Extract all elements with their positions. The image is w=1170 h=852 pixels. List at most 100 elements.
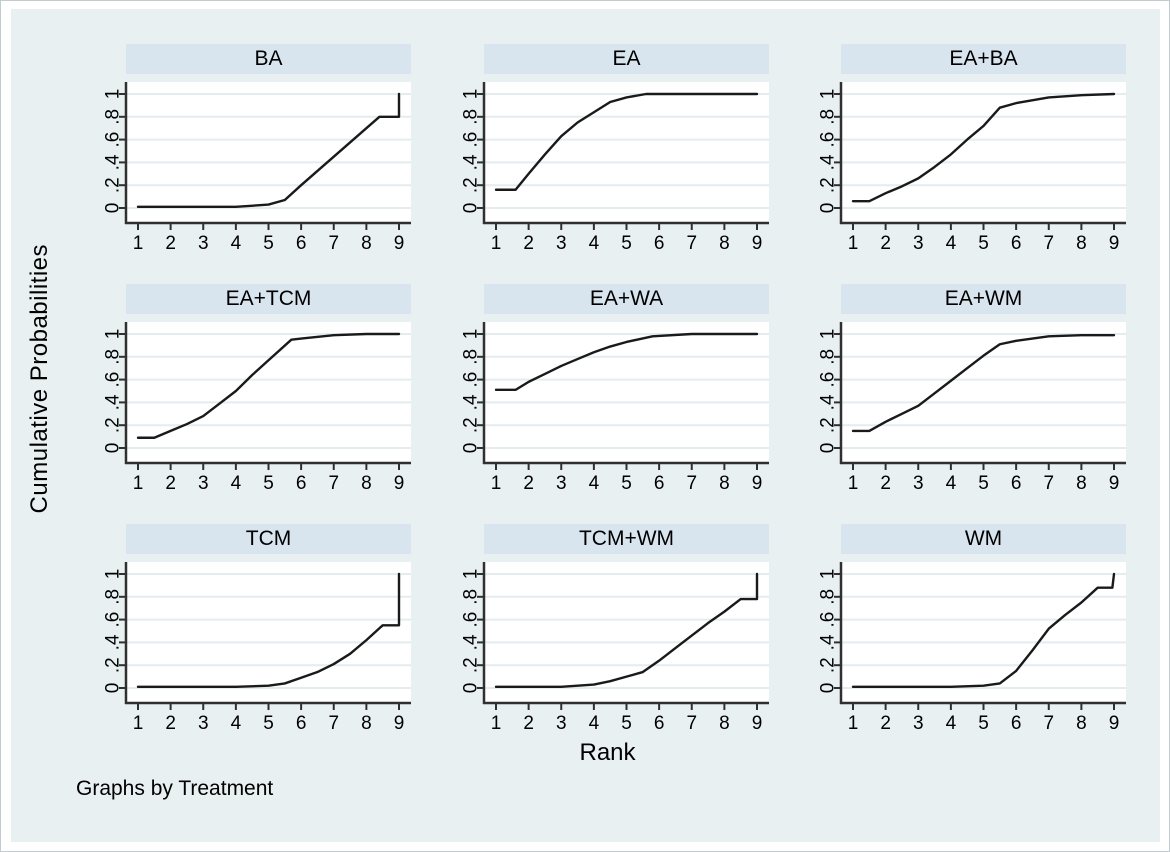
x-tick-label: 2 bbox=[523, 713, 534, 734]
panel-title: EA+WM bbox=[841, 284, 1126, 314]
x-tick-label: 7 bbox=[686, 473, 697, 494]
x-tick-label: 3 bbox=[556, 233, 567, 254]
x-tick-label: 7 bbox=[328, 233, 339, 254]
panel-EA: EA 0.2.4.6.8 1 1 2 3 4 5 6 7 8 9 bbox=[437, 44, 779, 257]
y-tick-label: .2 bbox=[103, 657, 124, 673]
y-tick-label: 1 bbox=[461, 329, 482, 340]
x-tick-label: 6 bbox=[654, 233, 665, 254]
y-tick-label: .4 bbox=[103, 154, 124, 170]
y-tick-label: .4 bbox=[461, 634, 482, 650]
cdf-line bbox=[136, 572, 401, 689]
x-tick-label: 2 bbox=[880, 713, 891, 734]
y-tick-label: 1 bbox=[103, 329, 124, 340]
panel-EA+TCM: EA+TCM 0.2.4.6.8 1 1 2 3 4 5 6 7 8 9 bbox=[79, 284, 421, 497]
y-axis-title-text: Cumulative Probabilities bbox=[26, 244, 53, 514]
x-tick-label: 3 bbox=[913, 233, 924, 254]
x-tick-label: 5 bbox=[978, 713, 989, 734]
y-tick-label: .2 bbox=[461, 417, 482, 433]
x-tick-label: 9 bbox=[394, 713, 405, 734]
plot-area bbox=[841, 562, 1126, 703]
x-tick-label: 6 bbox=[1011, 233, 1022, 254]
cdf-line bbox=[136, 92, 401, 209]
x-tick-label: 4 bbox=[231, 473, 242, 494]
x-tick-label: 4 bbox=[946, 473, 957, 494]
panel-plot: 0.2.4.6.811 2 3 4 5 6 7 8 9 bbox=[818, 82, 1126, 254]
y-tick-label: .4 bbox=[103, 634, 124, 650]
y-tick-label: .8 bbox=[461, 109, 482, 125]
x-tick-label: 8 bbox=[361, 713, 372, 734]
panel-plot: 0.2.4.6.811 2 3 4 5 6 7 8 9 bbox=[461, 562, 769, 734]
cdf-line bbox=[851, 572, 1116, 689]
y-tick-label: .8 bbox=[103, 109, 124, 125]
y-tick-label: 0 bbox=[461, 683, 482, 694]
y-tick-label: .4 bbox=[818, 394, 839, 410]
panel-title: TCM bbox=[126, 524, 411, 554]
x-tick-label: 4 bbox=[589, 713, 600, 734]
plot-area bbox=[841, 322, 1126, 463]
y-tick-label: 0 bbox=[461, 203, 482, 214]
y-tick-label: .4 bbox=[818, 154, 839, 170]
x-tick-label: 2 bbox=[523, 233, 534, 254]
y-tick-label: .2 bbox=[461, 177, 482, 193]
panel-EA+WA: EA+WA 0.2.4.6.8 1 1 2 3 4 5 6 7 8 9 bbox=[437, 284, 779, 497]
x-tick-label: 2 bbox=[165, 473, 176, 494]
y-tick-label: .2 bbox=[103, 417, 124, 433]
y-tick-label: .2 bbox=[818, 657, 839, 673]
x-tick-label: 6 bbox=[296, 233, 307, 254]
cdf-line bbox=[494, 332, 759, 392]
panel-EA+BA: EA+BA 0.2.4.6.8 1 1 2 3 4 5 6 7 8 9 bbox=[794, 44, 1136, 257]
by-note: Graphs by Treatment bbox=[76, 777, 274, 800]
y-tick-label: 1 bbox=[818, 89, 839, 100]
panel-title: EA+TCM bbox=[126, 284, 411, 314]
x-tick-label: 1 bbox=[491, 233, 502, 254]
panel-plot: 0.2.4.6.811 2 3 4 5 6 7 8 9 bbox=[103, 322, 411, 494]
x-tick-label: 2 bbox=[880, 473, 891, 494]
cdf-line bbox=[851, 333, 1116, 433]
x-tick-label: 1 bbox=[491, 473, 502, 494]
y-tick-label: 1 bbox=[103, 89, 124, 100]
y-tick-label: .8 bbox=[103, 589, 124, 605]
x-tick-label: 5 bbox=[621, 713, 632, 734]
x-tick-label: 7 bbox=[686, 713, 697, 734]
x-tick-label: 2 bbox=[523, 473, 534, 494]
y-tick-label: .8 bbox=[818, 589, 839, 605]
y-tick-label: .8 bbox=[818, 109, 839, 125]
x-tick-label: 5 bbox=[263, 713, 274, 734]
x-tick-label: 5 bbox=[263, 233, 274, 254]
x-tick-label: 7 bbox=[1043, 713, 1054, 734]
x-tick-label: 3 bbox=[198, 473, 209, 494]
panel-plot: 0.2.4.6.811 2 3 4 5 6 7 8 9 bbox=[461, 82, 769, 254]
x-tick-label: 3 bbox=[556, 473, 567, 494]
y-tick-label: 1 bbox=[461, 89, 482, 100]
y-tick-label: .2 bbox=[818, 177, 839, 193]
plot-area bbox=[126, 82, 411, 223]
panel-title: EA+WA bbox=[484, 284, 769, 314]
x-tick-label: 5 bbox=[621, 233, 632, 254]
panel-title: EA+BA bbox=[841, 44, 1126, 74]
x-tick-label: 2 bbox=[880, 233, 891, 254]
x-tick-label: 8 bbox=[1076, 713, 1087, 734]
x-tick-label: 1 bbox=[848, 233, 859, 254]
y-tick-label: .6 bbox=[461, 612, 482, 628]
x-tick-label: 6 bbox=[296, 713, 307, 734]
x-tick-label: 9 bbox=[752, 473, 763, 494]
x-tick-label: 7 bbox=[1043, 473, 1054, 494]
x-tick-label: 1 bbox=[133, 473, 144, 494]
y-tick-label: .6 bbox=[818, 372, 839, 388]
x-tick-label: 5 bbox=[621, 473, 632, 494]
x-tick-label: 8 bbox=[361, 473, 372, 494]
x-tick-label: 1 bbox=[848, 473, 859, 494]
y-tick-label: 1 bbox=[818, 329, 839, 340]
x-tick-label: 4 bbox=[946, 233, 957, 254]
y-tick-label: .6 bbox=[103, 372, 124, 388]
panel-TCM: TCM 0.2.4.6.8 1 1 2 3 4 5 6 7 8 9 bbox=[79, 524, 421, 737]
panel-title: WM bbox=[841, 524, 1126, 554]
y-tick-label: 0 bbox=[818, 203, 839, 214]
x-tick-label: 7 bbox=[328, 713, 339, 734]
y-tick-label: .8 bbox=[461, 589, 482, 605]
panel-plot: 0.2.4.6.811 2 3 4 5 6 7 8 9 bbox=[461, 322, 769, 494]
y-tick-label: 1 bbox=[103, 569, 124, 580]
y-tick-label: .2 bbox=[103, 177, 124, 193]
x-tick-label: 6 bbox=[654, 713, 665, 734]
